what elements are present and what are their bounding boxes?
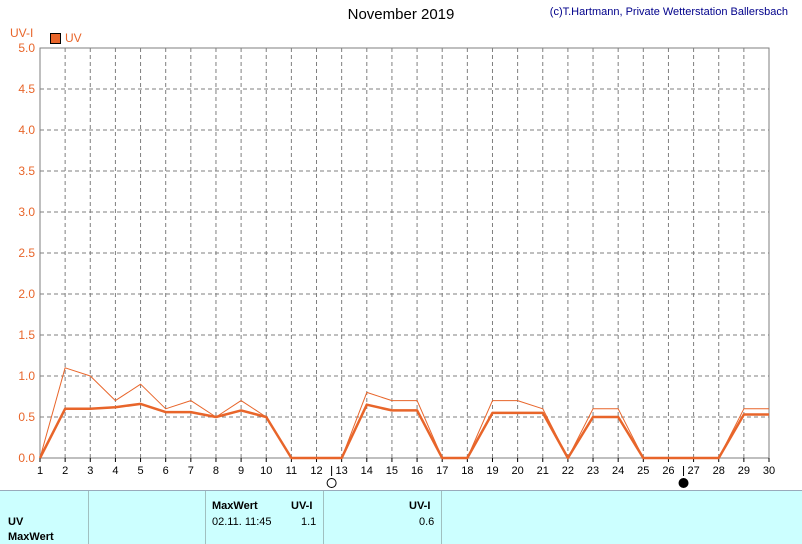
max-value: 1.1 (301, 516, 317, 528)
y-tick-label: 2.5 (18, 246, 35, 260)
x-tick-label: 11 (286, 465, 297, 477)
x-tick-label: 27 (687, 465, 699, 477)
maxwert-header: MaxWert (212, 500, 258, 512)
x-tick-label: 8 (213, 465, 219, 477)
panel-empty-cell (88, 491, 206, 544)
x-tick-labels: 1 2 3 4 5 6 7 8 9 10 11 12 13 14 15 16 17 18 19 20 21 22 23 24 2… (37, 465, 775, 477)
panel-row-label-2: MaxWert (8, 531, 54, 543)
stats-panel: UV MaxWert MaxWert UV-I 02.11. 11:45 1.1… (0, 490, 802, 544)
uvi-header-2: UV-I (409, 500, 431, 512)
y-tick-label: 1.0 (18, 369, 35, 383)
max-datetime: 02.11. 11:45 (212, 516, 272, 528)
x-tick-label: 3 (87, 465, 93, 477)
y-tick-labels: 0.0 0.5 1.0 1.5 2.0 2.5 3.0 3.5 4.0 4.5 5.0 (18, 41, 35, 465)
x-tick-label: 19 (486, 465, 498, 477)
x-tick-label: 23 (587, 465, 599, 477)
x-tick-label: 30 (763, 465, 775, 477)
x-tick-label: 10 (260, 465, 272, 477)
grid (39, 47, 770, 462)
y-tick-label: 5.0 (18, 41, 35, 55)
y-tick-label: 3.0 (18, 205, 35, 219)
x-tick-label: 26 (662, 465, 674, 477)
x-tick-label: 21 (537, 465, 549, 477)
x-tick-label: 13 (336, 465, 348, 477)
panel-row-label: UV (8, 516, 24, 528)
x-tick-label: 4 (112, 465, 118, 477)
y-tick-label: 1.5 (18, 328, 35, 342)
x-tick-label: 17 (436, 465, 448, 477)
panel-max-cell: MaxWert UV-I 02.11. 11:45 1.1 (205, 491, 324, 544)
y-tick-label: 4.0 (18, 123, 35, 137)
x-tick-label: 29 (738, 465, 750, 477)
x-tick-label: 2 (62, 465, 68, 477)
x-tick-label: 9 (238, 465, 244, 477)
x-tick-label: 1 (37, 465, 43, 477)
x-tick-label: 15 (386, 465, 398, 477)
x-tick-label: 7 (188, 465, 194, 477)
new-moon-icon (678, 478, 689, 488)
uvi-header: UV-I (291, 500, 313, 512)
series-line-max (39, 367, 769, 459)
x-tick-label: 24 (612, 465, 624, 477)
series-lines (38, 367, 769, 460)
x-tick-label: 14 (361, 465, 373, 477)
y-axis-unit: UV-I (10, 26, 34, 40)
x-tick-label: 28 (713, 465, 725, 477)
legend-label: UV (65, 31, 82, 45)
x-tick-label: 12 (310, 465, 322, 477)
mean-value: 0.6 (419, 516, 435, 528)
x-tick-label: 20 (511, 465, 523, 477)
y-tick-label: 2.0 (18, 287, 35, 301)
y-tick-label: 0.0 (18, 451, 35, 465)
chart-title: November 2019 (347, 6, 455, 23)
panel-mean-cell: UV-I 0.6 (323, 491, 442, 544)
full-moon-icon (326, 478, 337, 488)
copyright-credit: (c)T.Hartmann, Private Wetterstation Bal… (549, 6, 788, 18)
legend: UV (50, 31, 82, 45)
x-tick-label: 22 (562, 465, 574, 477)
y-tick-label: 4.5 (18, 82, 35, 96)
x-tick-label: 16 (411, 465, 423, 477)
series-line-mean (38, 402, 769, 460)
legend-swatch (50, 32, 61, 44)
y-tick-label: 0.5 (18, 410, 35, 424)
x-tick-label: 5 (137, 465, 143, 477)
moon-markers (326, 466, 689, 488)
x-tick-label: 18 (461, 465, 473, 477)
x-tick-label: 6 (163, 465, 169, 477)
y-tick-label: 3.5 (18, 164, 35, 178)
panel-label-cell: UV MaxWert (0, 491, 89, 544)
x-tick-label: 25 (637, 465, 649, 477)
